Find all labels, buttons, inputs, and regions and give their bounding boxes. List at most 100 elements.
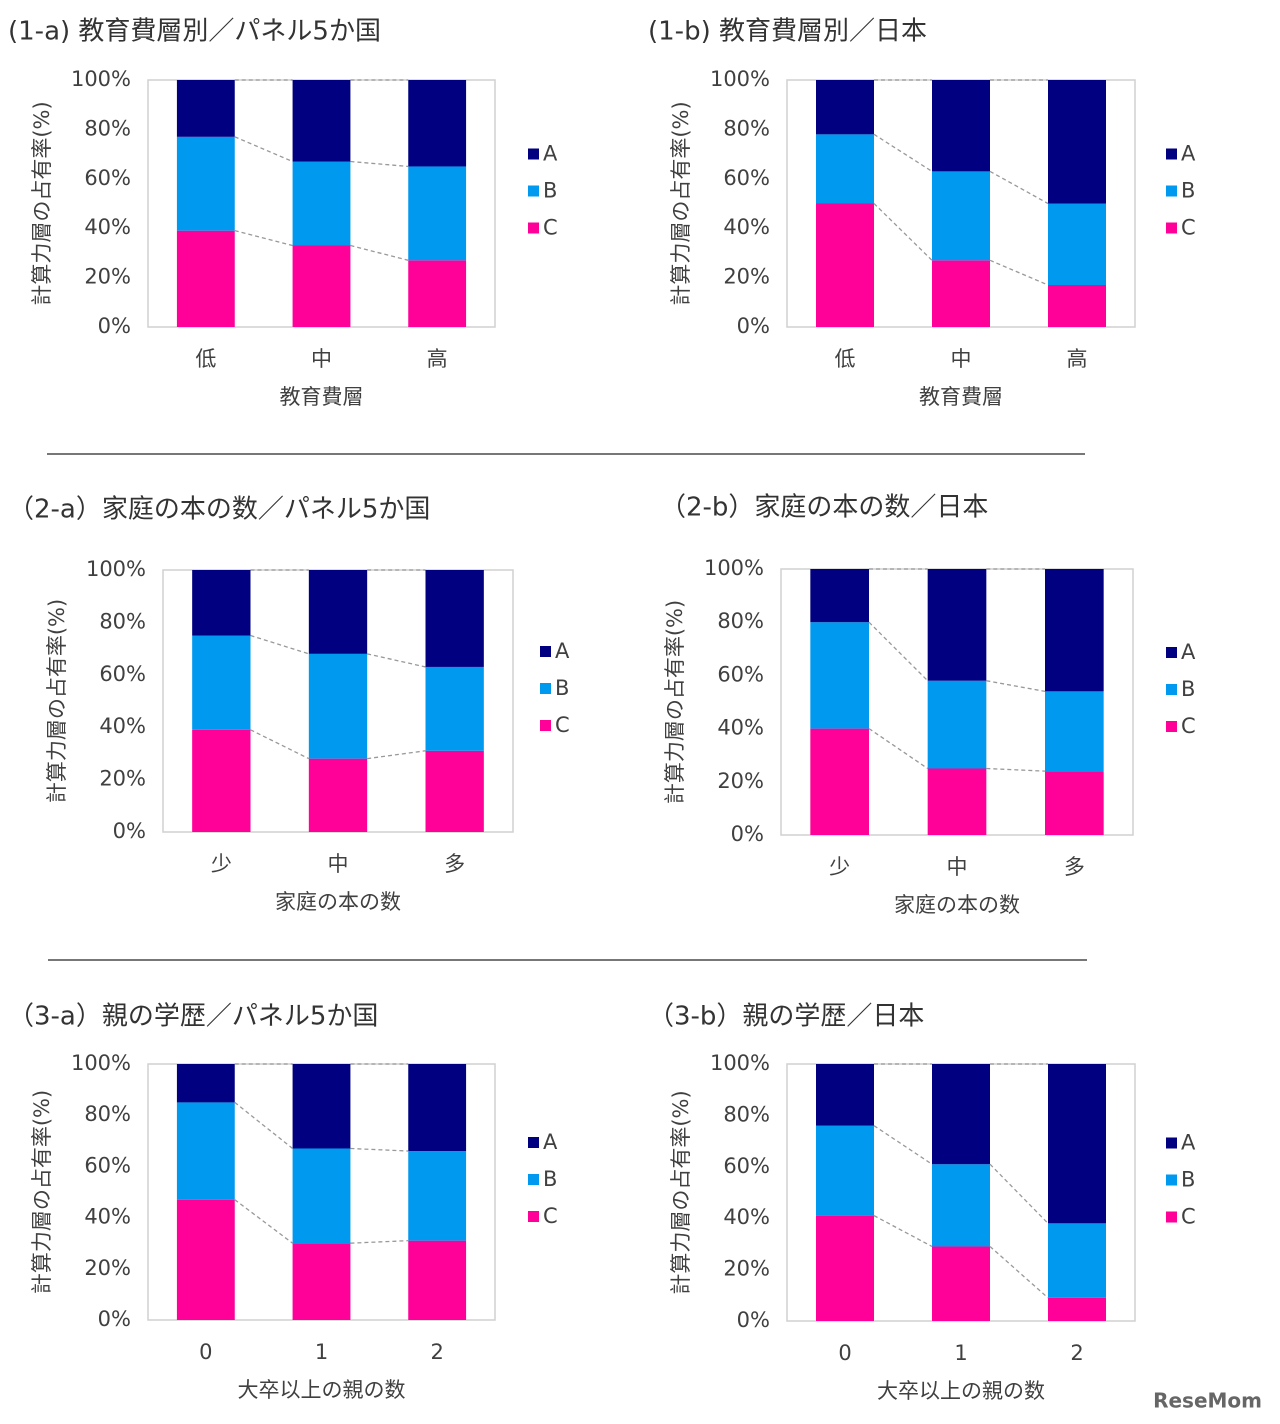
legend-swatch <box>540 720 551 731</box>
series-line <box>367 653 426 668</box>
y-axis-title: 計算力層の占有率(%) <box>30 1090 54 1294</box>
legend-label: C <box>543 216 558 240</box>
bar-segment <box>932 171 990 261</box>
bar-segment <box>292 1243 351 1320</box>
y-tick-label: 40% <box>723 1205 770 1229</box>
bar-segment <box>408 260 467 327</box>
bar-segment <box>1045 691 1104 772</box>
series-line <box>989 1163 1049 1224</box>
bar-segment <box>176 1199 235 1320</box>
x-tick-label: 中 <box>951 347 972 371</box>
series-line <box>873 1125 933 1165</box>
bar-segment <box>927 680 987 769</box>
bar-segment <box>192 635 251 730</box>
bar-segment <box>932 80 990 172</box>
legend-label: B <box>1181 677 1195 701</box>
x-tick-label: 中 <box>311 347 332 371</box>
bar-segment <box>816 203 874 327</box>
bar-segment <box>816 80 874 135</box>
legend-swatch <box>1166 1211 1177 1223</box>
bar-segment <box>932 1164 990 1247</box>
series-line <box>234 1101 293 1149</box>
legend-swatch <box>528 1174 539 1185</box>
bar-segment <box>192 570 251 636</box>
series-line <box>250 729 310 760</box>
y-tick-label: 0% <box>113 819 146 843</box>
bar-segment <box>810 622 869 729</box>
bar-segment <box>816 1064 874 1126</box>
watermark: ReseMom <box>1153 1389 1262 1413</box>
legend-swatch <box>1166 1137 1177 1149</box>
y-tick-label: 0% <box>98 314 131 338</box>
y-tick-label: 100% <box>71 1051 131 1075</box>
y-tick-label: 40% <box>84 215 131 239</box>
bar-segment <box>176 136 235 231</box>
y-tick-label: 20% <box>84 265 131 289</box>
y-tick-label: 100% <box>71 67 131 91</box>
legend-swatch <box>1166 684 1177 695</box>
legend-label: A <box>1181 142 1196 166</box>
x-tick-label: 多 <box>1064 855 1085 879</box>
bar-segment <box>408 166 467 261</box>
legend-swatch <box>528 148 539 160</box>
x-tick-label: 低 <box>835 347 856 371</box>
series-line <box>868 621 929 682</box>
x-tick-label: 低 <box>195 347 216 371</box>
y-tick-label: 20% <box>84 1256 131 1280</box>
x-tick-label: 中 <box>947 855 968 879</box>
y-tick-label: 60% <box>723 1154 770 1178</box>
chart-title: (1-a) 教育費層別／パネル5か国 <box>8 17 381 47</box>
legend-swatch <box>1166 721 1177 732</box>
legend-label: C <box>543 1204 558 1228</box>
legend-label: C <box>555 713 570 737</box>
y-tick-label: 80% <box>99 609 146 633</box>
y-tick-label: 40% <box>723 215 770 239</box>
y-tick-label: 20% <box>723 1257 770 1281</box>
legend-swatch <box>1166 1174 1177 1186</box>
x-tick-label: 少 <box>211 852 232 876</box>
bar-segment <box>816 134 874 204</box>
y-tick-label: 20% <box>99 767 146 791</box>
bar-segment <box>1048 1223 1106 1298</box>
y-tick-label: 100% <box>710 1051 770 1075</box>
y-axis-title: 計算力層の占有率(%) <box>669 1090 693 1294</box>
chart-title: （2-b）家庭の本の数／日本 <box>660 493 988 523</box>
legend-swatch <box>1166 647 1177 658</box>
bar-segment <box>425 750 484 832</box>
legend-label: A <box>555 639 570 663</box>
x-axis-title: 教育費層 <box>280 385 364 409</box>
bar-segment <box>1048 203 1106 286</box>
bar-segment <box>816 1215 874 1321</box>
series-line <box>350 1147 409 1152</box>
series-line <box>350 1239 409 1244</box>
y-axis-title: 計算力層の占有率(%) <box>669 101 693 305</box>
series-line <box>367 750 426 760</box>
bar-segment <box>425 570 484 667</box>
y-axis-title: 計算力層の占有率(%) <box>663 600 687 804</box>
legend-label: C <box>1181 714 1196 738</box>
y-tick-label: 80% <box>84 1102 131 1126</box>
bar-segment <box>176 230 235 327</box>
y-tick-label: 100% <box>704 556 764 580</box>
x-tick-label: 1 <box>954 1341 967 1365</box>
series-line <box>873 1215 933 1248</box>
legend-label: B <box>1181 179 1195 203</box>
y-tick-label: 100% <box>86 557 146 581</box>
bar-segment <box>308 758 368 832</box>
bar-segment <box>292 161 351 246</box>
y-tick-label: 40% <box>99 714 146 738</box>
legend-label: C <box>1181 216 1196 240</box>
y-tick-label: 80% <box>723 1102 770 1126</box>
y-tick-label: 100% <box>710 67 770 91</box>
bar-segment <box>176 1064 235 1103</box>
bar-segment <box>1048 1064 1106 1224</box>
bar-segment <box>927 768 987 835</box>
bar-segment <box>932 1246 990 1321</box>
x-tick-label: 0 <box>838 1341 851 1365</box>
legend-swatch <box>540 646 551 657</box>
x-tick-label: 少 <box>829 855 850 879</box>
bar-segment <box>308 653 368 759</box>
y-tick-label: 0% <box>737 314 770 338</box>
bar-segment <box>308 570 368 654</box>
